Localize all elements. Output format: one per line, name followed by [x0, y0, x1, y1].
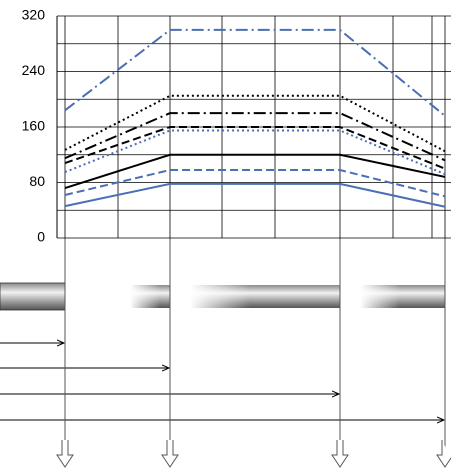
y-tick-label: 320 — [22, 7, 46, 23]
y-tick-label: 0 — [37, 229, 45, 245]
series-line — [65, 130, 445, 174]
tubes — [0, 283, 445, 310]
length-arrows — [0, 343, 444, 420]
drop-arrows — [57, 238, 451, 467]
plot: 0 80 160 240 320 — [22, 7, 451, 245]
series-line — [65, 184, 445, 207]
y-tick-label: 80 — [29, 173, 45, 189]
series-line — [65, 127, 445, 169]
chart: 0 80 160 240 320 — [0, 0, 451, 474]
y-tick-label: 160 — [22, 118, 46, 134]
series-line — [65, 30, 445, 116]
y-tick-label: 240 — [22, 62, 46, 78]
